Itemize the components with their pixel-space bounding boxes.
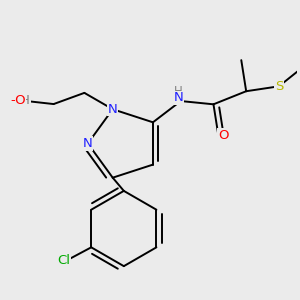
Text: H: H bbox=[174, 85, 182, 98]
Text: -O: -O bbox=[10, 94, 26, 107]
Text: H: H bbox=[20, 94, 30, 107]
Text: O: O bbox=[218, 129, 229, 142]
Text: S: S bbox=[275, 80, 283, 93]
Text: N: N bbox=[173, 91, 183, 104]
Text: N: N bbox=[108, 103, 118, 116]
Text: N: N bbox=[83, 137, 93, 150]
Text: Cl: Cl bbox=[58, 254, 70, 267]
